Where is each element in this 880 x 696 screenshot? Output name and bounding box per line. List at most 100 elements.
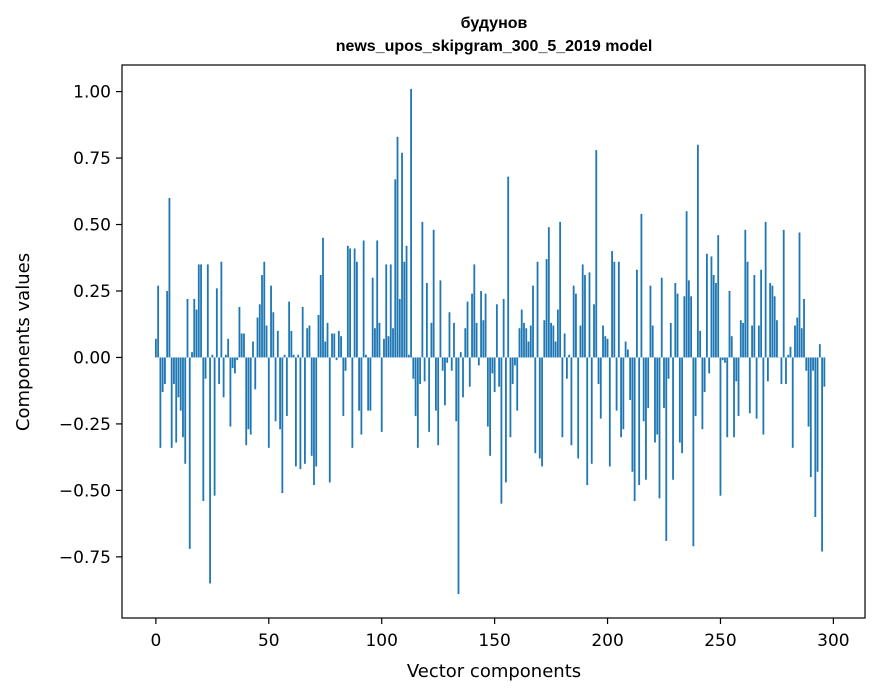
bar-251 — [721, 357, 724, 361]
bar-52 — [272, 312, 275, 358]
bar-60 — [290, 330, 293, 358]
bar-46 — [258, 304, 261, 358]
bar-62 — [294, 357, 297, 467]
chart-title: будунов — [461, 15, 528, 32]
bar-102 — [385, 264, 388, 358]
bar-202 — [611, 251, 613, 358]
bar-198 — [602, 325, 604, 358]
bar-74 — [322, 237, 324, 358]
bar-268 — [760, 269, 763, 358]
bar-219 — [649, 285, 652, 358]
bar-84 — [344, 357, 347, 371]
bar-174 — [547, 227, 550, 358]
bar-213 — [636, 269, 638, 358]
bar-277 — [780, 357, 783, 385]
bar-245 — [708, 357, 711, 374]
bar-214 — [638, 357, 641, 486]
bar-40 — [245, 357, 248, 446]
bar-136 — [462, 357, 464, 398]
bar-197 — [599, 357, 602, 419]
bar-152 — [498, 357, 501, 387]
bar-57 — [283, 354, 286, 358]
bar-289 — [807, 357, 810, 427]
chart-subtitle: news_upos_skipgram_300_5_2019 model — [336, 38, 653, 55]
bar-56 — [281, 357, 284, 494]
bar-143 — [477, 357, 480, 366]
bar-14 — [186, 298, 189, 358]
bar-129 — [446, 357, 449, 363]
bar-167 — [532, 285, 534, 358]
bar-177 — [554, 341, 557, 358]
y-tick-label: −0.50 — [59, 481, 111, 501]
bar-43 — [252, 341, 254, 358]
bar-261 — [744, 229, 747, 358]
bar-31 — [224, 354, 227, 358]
bar-212 — [633, 357, 636, 502]
bar-188 — [579, 325, 582, 358]
bar-7 — [170, 357, 173, 448]
bar-252 — [724, 357, 726, 363]
bar-93 — [365, 354, 367, 358]
bar-163 — [523, 322, 525, 358]
bar-205 — [617, 261, 620, 358]
bar-157 — [509, 357, 512, 438]
bar-30 — [222, 357, 225, 398]
bar-119 — [423, 357, 426, 382]
x-tick-label: 100 — [365, 631, 397, 651]
bar-234 — [683, 296, 686, 358]
bar-106 — [394, 179, 397, 358]
bar-287 — [803, 298, 805, 358]
bar-242 — [701, 357, 704, 430]
bar-238 — [692, 357, 695, 547]
bar-211 — [631, 357, 634, 472]
bar-123 — [432, 229, 435, 358]
bar-17 — [193, 298, 196, 358]
bar-227 — [667, 357, 670, 379]
bar-240 — [696, 144, 699, 358]
x-tick-label: 200 — [591, 631, 623, 651]
bar-156 — [507, 176, 510, 358]
bar-72 — [317, 314, 320, 358]
bar-218 — [647, 357, 650, 408]
bar-91 — [360, 357, 363, 435]
bar-184 — [570, 357, 573, 446]
bar-203 — [613, 261, 616, 358]
bar-97 — [374, 328, 376, 358]
bar-194 — [593, 304, 595, 358]
y-tick-label: 0.50 — [73, 216, 111, 236]
bar-199 — [604, 336, 607, 358]
bar-51 — [270, 285, 272, 358]
bar-27 — [215, 288, 218, 358]
bar-67 — [306, 328, 309, 358]
bar-77 — [328, 357, 331, 483]
bar-151 — [495, 304, 498, 358]
bar-270 — [764, 221, 767, 358]
bar-210 — [629, 357, 632, 400]
bar-6 — [168, 197, 171, 358]
bar-266 — [755, 357, 758, 419]
y-tick-label: 0.00 — [73, 348, 111, 368]
bar-76 — [326, 322, 329, 358]
bar-248 — [715, 283, 717, 358]
bar-81 — [337, 330, 340, 358]
bar-288 — [805, 357, 808, 371]
bar-160 — [516, 357, 519, 411]
bar-256 — [733, 357, 735, 438]
bar-257 — [735, 357, 738, 382]
bar-111 — [405, 245, 408, 358]
bar-166 — [529, 325, 532, 358]
bar-196 — [597, 357, 600, 385]
bar-173 — [545, 259, 548, 358]
bar-178 — [556, 309, 559, 358]
bar-88 — [353, 248, 356, 358]
x-axis-ticks: 0 50 100 150 200 250 300 — [150, 618, 850, 651]
bar-122 — [430, 322, 433, 358]
bar-58 — [285, 357, 288, 416]
bar-32 — [227, 338, 230, 358]
y-tick-label: −0.75 — [59, 548, 111, 568]
bar-204 — [615, 357, 618, 411]
bar-80 — [335, 357, 338, 361]
bar-235 — [685, 211, 688, 358]
bar-9 — [175, 357, 178, 443]
bar-44 — [254, 357, 257, 390]
